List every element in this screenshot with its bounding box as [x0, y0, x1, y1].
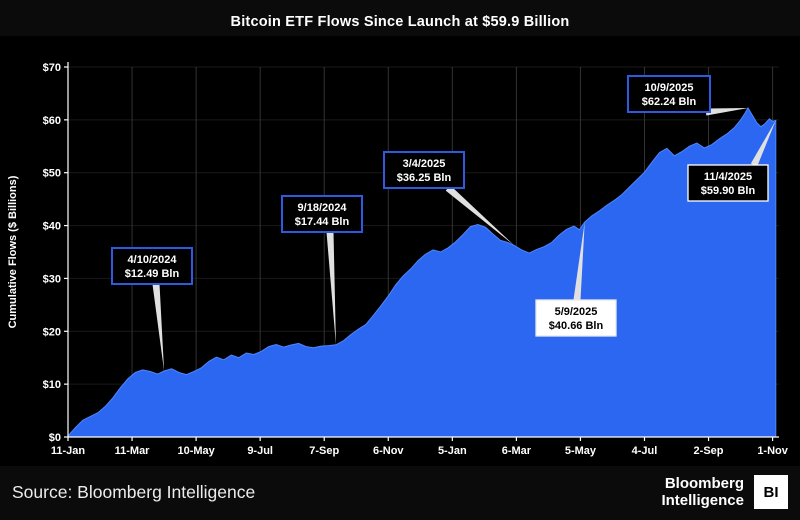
x-tick-label: 5-May	[565, 445, 597, 457]
x-tick-label: 6-Mar	[502, 445, 532, 457]
callout-box	[111, 247, 193, 285]
x-tick-label: 11-Mar	[115, 445, 151, 457]
callout-box	[281, 195, 363, 233]
brand-wordmark: Bloomberg Intelligence	[661, 475, 744, 510]
bloomberg-intelligence-brand: Bloomberg Intelligence BI	[661, 475, 788, 510]
callout-pointer	[326, 231, 336, 345]
x-tick-label: 6-Nov	[373, 445, 404, 457]
bi-logo: BI	[754, 475, 788, 509]
brand-line2: Intelligence	[661, 492, 744, 509]
x-tick-label: 10-May	[177, 445, 215, 457]
callout-pointer	[750, 120, 776, 167]
callout-value: $17.44 Bln	[295, 216, 350, 228]
x-tick-label: 5-Jan	[438, 445, 467, 457]
y-tick-label: $50	[43, 168, 61, 180]
y-tick-label: $60	[43, 115, 61, 127]
footer: Source: Bloomberg Intelligence Bloomberg…	[0, 466, 800, 518]
y-axis-title: Cumulative Flows ($ Billions)	[7, 175, 19, 328]
callout-value: $62.24 Bln	[642, 96, 697, 108]
callout-date: 10/9/2025	[645, 82, 694, 94]
callout-date: 9/18/2024	[298, 202, 348, 214]
x-tick-label: 1-Nov	[757, 445, 788, 457]
y-tick-label: $70	[43, 62, 61, 74]
callout-pointer	[445, 185, 515, 246]
callout-box	[687, 164, 769, 202]
y-tick-label: $40	[43, 221, 61, 233]
callout-value: $40.66 Bln	[549, 320, 604, 332]
callout-date: 5/9/2025	[555, 306, 598, 318]
x-tick-label: 4-Jul	[632, 445, 658, 457]
x-tick-label: 7-Sep	[309, 445, 339, 457]
callout-box	[383, 151, 465, 189]
flows-chart: 11-Jan 11-Mar 10-May 9-Jul 7-Sep 6-Nov 5-Jan 6-…	[0, 36, 800, 466]
y-tick-label: $20	[43, 326, 61, 338]
flows-area-series	[67, 107, 777, 438]
callout-value: $12.49 Bln	[125, 268, 180, 280]
callout-date: 3/4/2025	[403, 158, 446, 170]
y-tick-label: $10	[43, 379, 61, 391]
callout-box	[535, 299, 617, 337]
x-tick-label: 9-Jul	[247, 445, 273, 457]
callout-pointer	[152, 283, 165, 371]
callout-value: $36.25 Bln	[397, 172, 452, 184]
x-tick-label: 2-Sep	[694, 445, 724, 457]
callout-box	[627, 75, 711, 113]
chart-title: Bitcoin ETF Flows Since Launch at $59.9 …	[230, 14, 570, 30]
y-tick-label: $0	[49, 432, 61, 444]
callout-date: 11/4/2025	[704, 171, 752, 183]
callout-date: 4/10/2024	[128, 254, 178, 266]
y-tick-label: $30	[43, 273, 61, 285]
callout-pointer	[573, 222, 585, 301]
callout-pointer	[705, 108, 749, 116]
callout-value: $59.90 Bln	[701, 185, 756, 197]
brand-line1: Bloomberg	[664, 474, 744, 492]
x-tick-label: 11-Jan	[51, 445, 86, 457]
source-text: Source: Bloomberg Intelligence	[12, 481, 256, 502]
